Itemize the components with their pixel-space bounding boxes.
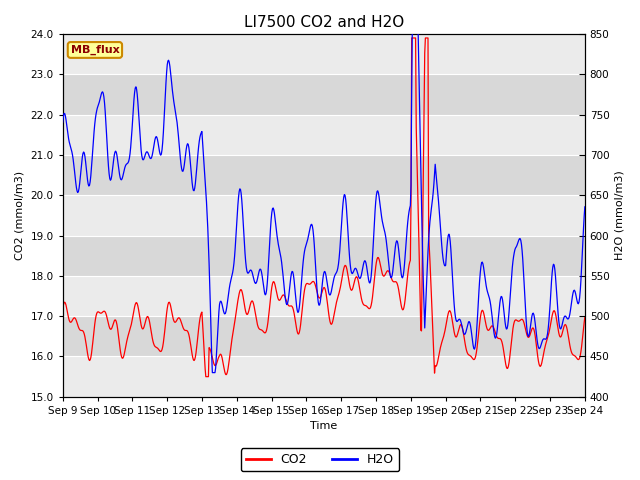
Legend: CO2, H2O: CO2, H2O (241, 448, 399, 471)
Bar (63, 115, 585, 155)
Bar (63, 195, 585, 236)
X-axis label: Time: Time (310, 421, 337, 432)
Bar (63, 357, 585, 397)
Bar (63, 316, 585, 357)
Text: MB_flux: MB_flux (70, 45, 119, 55)
Bar (63, 276, 585, 316)
Y-axis label: CO2 (mmol/m3): CO2 (mmol/m3) (15, 171, 25, 260)
Bar (63, 74, 585, 115)
Bar (63, 34, 585, 74)
Title: LI7500 CO2 and H2O: LI7500 CO2 and H2O (244, 15, 404, 30)
Bar (63, 155, 585, 195)
Bar (63, 236, 585, 276)
Y-axis label: H2O (mmol/m3): H2O (mmol/m3) (615, 170, 625, 260)
